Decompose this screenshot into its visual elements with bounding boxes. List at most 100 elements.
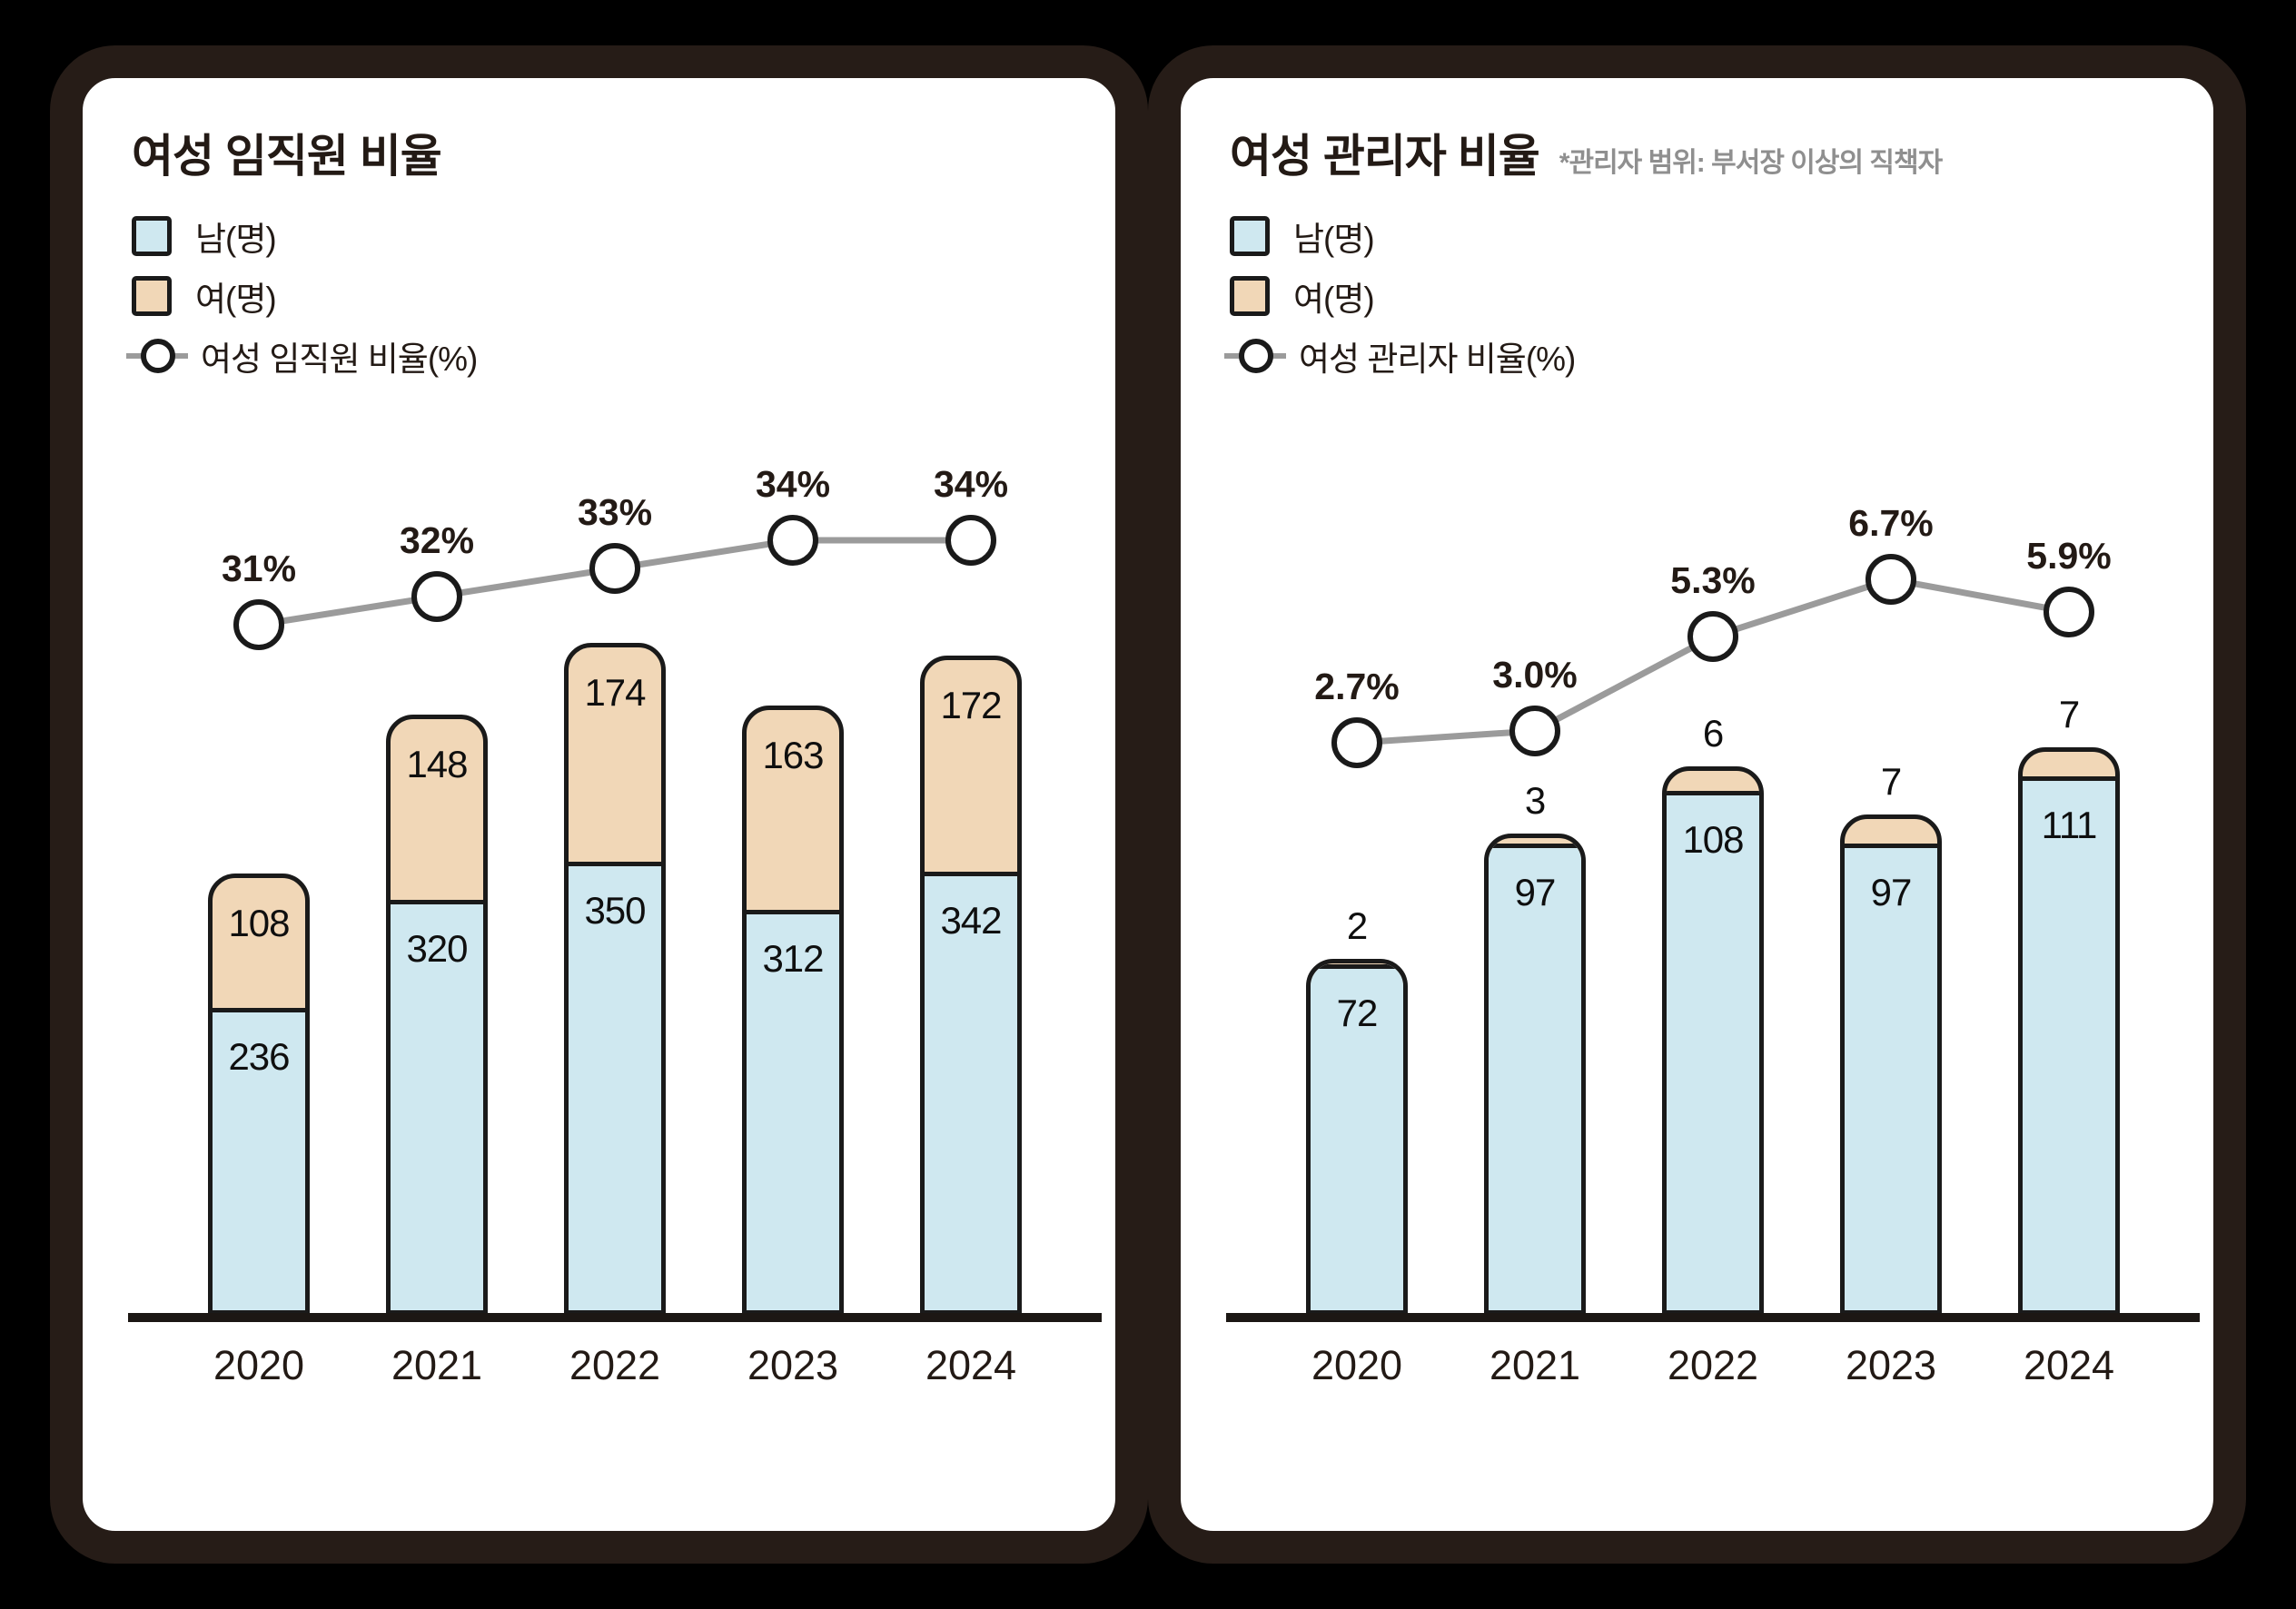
x-axis-label: 2020 <box>213 1342 305 1388</box>
male-swatch-icon <box>1230 216 1270 256</box>
ratio-point-label: 6.7% <box>1848 502 1933 544</box>
legend-label: 남(명) <box>1293 221 1375 258</box>
bar-group: 320 148 <box>386 715 488 1315</box>
male-bar-segment <box>2023 776 2115 1310</box>
chart-card-managers: 여성 관리자 비율 *관리자 범위: 부서장 이상의 직책자 남(명) 여(명)… <box>1148 45 2246 1564</box>
female-value-label: 7 <box>1880 760 1902 803</box>
ratio-point-marker <box>2044 587 2094 637</box>
ratio-point-marker <box>1331 717 1382 768</box>
chart-card-employees: 여성 임직원 비율 남(명) 여(명) 여성 임직원 비율(%) 236 108 3… <box>50 45 1148 1564</box>
x-axis-label: 2024 <box>925 1342 1017 1388</box>
bar-group: 236 108 <box>208 874 310 1315</box>
male-bar-segment <box>925 872 1017 1310</box>
male-value-label: 236 <box>228 1035 290 1078</box>
card-head: 여성 임직원 비율 <box>110 120 1094 203</box>
male-bar-segment <box>391 900 483 1310</box>
manager-scope-note: *관리자 범위: 부서장 이상의 직책자 <box>1559 148 1943 178</box>
x-axis-line <box>128 1313 1102 1322</box>
ratio-point-label: 31% <box>222 548 296 589</box>
female-value-label: 163 <box>762 734 824 776</box>
line-marker-icon <box>126 336 188 376</box>
ratio-point-label: 33% <box>578 491 652 533</box>
x-axis-label: 2020 <box>1311 1342 1403 1388</box>
line-marker-icon <box>1224 336 1286 376</box>
bar-group: 312 163 <box>742 706 844 1315</box>
ratio-point-marker <box>1687 611 1738 662</box>
female-value-label: 108 <box>228 902 290 944</box>
male-bar-segment <box>1845 844 1937 1310</box>
x-axis-label: 2022 <box>569 1342 661 1388</box>
female-value-label: 2 <box>1346 904 1368 947</box>
ratio-point-marker <box>1509 706 1560 756</box>
male-bar-segment <box>569 862 661 1310</box>
x-axis: 2020 2021 2022 2023 2024 <box>170 1342 1094 1389</box>
ratio-point-marker <box>1866 554 1916 605</box>
page-title: 여성 관리자 비율 <box>1230 131 1540 182</box>
female-value-label: 174 <box>584 671 646 714</box>
male-value-label: 108 <box>1682 818 1744 861</box>
ratio-point-label: 2.7% <box>1314 666 1399 707</box>
male-value-label: 320 <box>406 927 468 970</box>
female-value-label: 172 <box>940 684 1002 726</box>
female-swatch-icon <box>1230 276 1270 316</box>
legend-label: 남(명) <box>195 221 277 258</box>
legend: 남(명) 여(명) 여성 임직원 비율(%) <box>110 212 1094 380</box>
male-bar-segment <box>1311 964 1403 1310</box>
bar-group: 350 174 <box>564 643 666 1315</box>
bar-group: 342 172 <box>920 656 1022 1315</box>
legend-item-male: 남(명) <box>1230 212 2192 260</box>
x-axis-line <box>1226 1313 2200 1322</box>
bar-group: 97 <box>1484 834 1586 1315</box>
ratio-point-marker <box>233 599 284 650</box>
stacked-bar-line-chart: 2 72 3 97 6 108 7 97 7 111 2.7% 3.0% 5.3% 6.7% 5.9% <box>1219 450 2207 1322</box>
ratio-point-marker <box>589 543 640 594</box>
female-value-label: 6 <box>1702 712 1724 755</box>
male-value-label: 111 <box>2041 804 2098 846</box>
stacked-bar-line-chart: 236 108 320 148 350 174 312 163 342 172 31% 32% 33% 3… <box>121 450 1109 1322</box>
bar-group: 97 <box>1840 814 1942 1315</box>
ratio-point-marker <box>945 515 996 566</box>
legend-item-female: 여(명) <box>1230 272 2192 320</box>
bar-group: 108 <box>1662 766 1764 1315</box>
legend: 남(명) 여(명) 여성 관리자 비율(%) <box>1208 212 2192 380</box>
male-swatch-icon <box>132 216 172 256</box>
male-value-label: 97 <box>1870 871 1913 913</box>
male-bar-segment <box>747 910 839 1310</box>
x-axis-label: 2021 <box>391 1342 483 1388</box>
legend-label: 여(명) <box>195 281 277 318</box>
x-axis-label: 2021 <box>1489 1342 1581 1388</box>
legend-item-ratio: 여성 관리자 비율(%) <box>1224 332 2192 380</box>
male-value-label: 312 <box>762 937 824 980</box>
x-axis-label: 2023 <box>1845 1342 1937 1388</box>
legend-item-female: 여(명) <box>132 272 1094 320</box>
ratio-point-marker <box>411 571 462 622</box>
male-value-label: 342 <box>940 899 1002 942</box>
x-axis-label: 2024 <box>2023 1342 2115 1388</box>
ratio-point-label: 32% <box>400 519 474 561</box>
female-value-label: 7 <box>2058 693 2080 735</box>
ratio-point-label: 34% <box>934 463 1008 505</box>
male-bar-segment <box>213 1008 305 1310</box>
female-value-label: 148 <box>406 743 468 785</box>
legend-label: 여성 관리자 비율(%) <box>1299 341 1576 378</box>
legend-label: 여성 임직원 비율(%) <box>201 341 478 378</box>
ratio-line-overlay: 31% 32% 33% 34% 34% <box>222 463 1008 650</box>
legend-item-ratio: 여성 임직원 비율(%) <box>126 332 1094 380</box>
ratio-line-overlay: 2.7% 3.0% 5.3% 6.7% 5.9% <box>1314 502 2112 768</box>
female-value-label: 3 <box>1524 779 1546 822</box>
male-value-label: 72 <box>1336 992 1379 1034</box>
bar-group: 72 <box>1306 959 1408 1315</box>
legend-label: 여(명) <box>1293 281 1375 318</box>
ratio-point-marker <box>767 515 818 566</box>
x-axis-label: 2022 <box>1667 1342 1759 1388</box>
ratio-point-label: 3.0% <box>1492 654 1577 696</box>
legend-item-male: 남(명) <box>132 212 1094 260</box>
x-axis-label: 2023 <box>747 1342 839 1388</box>
ratio-point-label: 34% <box>756 463 830 505</box>
card-head: 여성 관리자 비율 *관리자 범위: 부서장 이상의 직책자 <box>1208 120 2192 203</box>
male-bar-segment <box>1667 791 1759 1310</box>
male-value-label: 97 <box>1514 871 1557 913</box>
ratio-point-label: 5.9% <box>2026 535 2111 577</box>
x-axis: 2020 2021 2022 2023 2024 <box>1268 1342 2192 1389</box>
